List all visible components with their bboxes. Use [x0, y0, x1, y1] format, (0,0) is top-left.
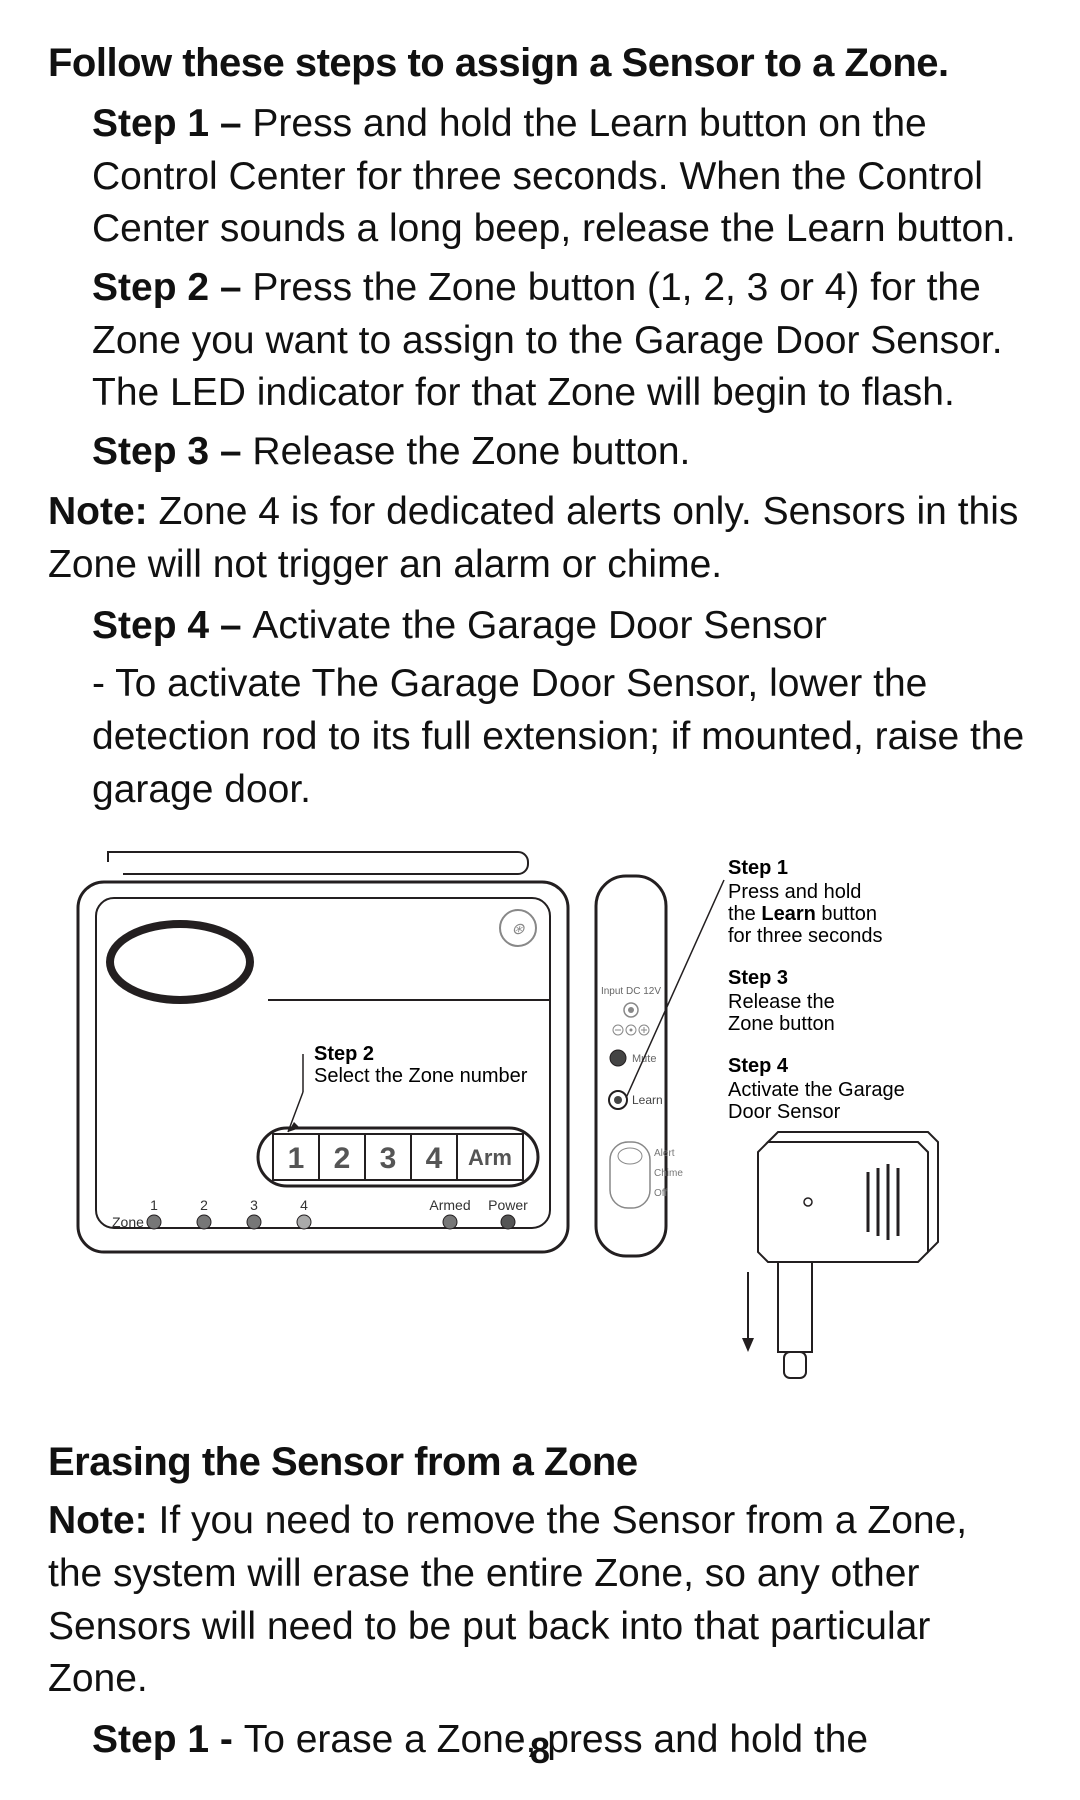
svg-text:the Learn button: the Learn button — [728, 903, 877, 925]
step2-callout-text: Select the Zone number — [314, 1065, 528, 1087]
svg-text:for three seconds: for three seconds — [728, 925, 883, 947]
zone-btn-2: 2 — [334, 1142, 351, 1175]
led-icon — [443, 1215, 457, 1229]
led-num-2: 2 — [200, 1197, 208, 1213]
note-label: Note: — [48, 490, 159, 533]
erase-heading: Erasing the Sensor from a Zone — [48, 1440, 1032, 1485]
svg-text:Release the: Release the — [728, 991, 835, 1013]
diagram: ⊛ Step 2 Select the Zone number 1 2 — [48, 832, 1032, 1412]
control-center-icon: ⊛ Step 2 Select the Zone number 1 2 — [78, 852, 568, 1252]
zone-btn-4: 4 — [426, 1142, 443, 1175]
step-4-text: Activate the Garage Door Sensor — [252, 604, 826, 647]
step-1-label: Step 1 – — [92, 102, 252, 145]
callout-step4: Step 4 Activate the Garage Door Sensor — [728, 1055, 905, 1123]
step-3-label: Step 3 – — [92, 430, 252, 473]
led-num-4: 4 — [300, 1197, 308, 1213]
svg-text:Step 1: Step 1 — [728, 857, 788, 879]
led-icon — [147, 1215, 161, 1229]
chime-label: Chime — [654, 1168, 683, 1179]
led-num-3: 3 — [250, 1197, 258, 1213]
learn-label: Learn — [632, 1093, 663, 1107]
erase-note-text: If you need to remove the Sensor from a … — [48, 1499, 967, 1700]
off-label: Off — [654, 1188, 667, 1199]
note-text: Zone 4 is for dedicated alerts only. Sen… — [48, 490, 1018, 586]
zone-label: Zone — [112, 1214, 144, 1230]
callout-step3: Step 3 Release the Zone button — [728, 967, 835, 1035]
svg-text:Step 3: Step 3 — [728, 967, 788, 989]
armed-label: Armed — [429, 1197, 470, 1213]
led-icon — [247, 1215, 261, 1229]
svg-text:Step 4: Step 4 — [728, 1055, 789, 1077]
svg-text:Activate the Garage: Activate the Garage — [728, 1079, 905, 1101]
step-3-text: Release the Zone button. — [252, 430, 690, 473]
zone-btn-1: 1 — [288, 1142, 305, 1175]
step-2-label: Step 2 – — [92, 266, 252, 309]
step2-callout-title: Step 2 — [314, 1043, 374, 1065]
step-3: Step 3 – Release the Zone button. — [92, 426, 1032, 479]
erase-note-label: Note: — [48, 1499, 159, 1542]
step-2: Step 2 – Press the Zone button (1, 2, 3 … — [92, 262, 1032, 420]
zone-btn-3: 3 — [380, 1142, 397, 1175]
svg-text:Door Sensor: Door Sensor — [728, 1101, 841, 1123]
alert-label: Alert — [654, 1148, 675, 1159]
erase-note: Note: If you need to remove the Sensor f… — [48, 1495, 1032, 1706]
step-4-bullet-text: - To activate The Garage Door Sensor, lo… — [92, 662, 1024, 810]
arm-btn: Arm — [468, 1145, 512, 1170]
section-heading: Follow these steps to assign a Sensor to… — [48, 38, 1032, 88]
step-4-label: Step 4 – — [92, 604, 252, 647]
step-4-bullet: - To activate The Garage Door Sensor, lo… — [92, 658, 1032, 816]
led-icon — [297, 1215, 311, 1229]
svg-text:Zone button: Zone button — [728, 1013, 835, 1035]
page-number: 8 — [0, 1730, 1080, 1772]
ge-logo-icon: ⊛ — [511, 921, 525, 938]
step-1: Step 1 – Press and hold the Learn button… — [92, 98, 1032, 256]
led-icon — [197, 1215, 211, 1229]
note-zone4: Note: Zone 4 is for dedicated alerts onl… — [48, 486, 1032, 591]
led-num-1: 1 — [150, 1197, 158, 1213]
garage-sensor-icon — [742, 1132, 938, 1378]
svg-text:Press and hold: Press and hold — [728, 881, 861, 903]
input-dc-label: Input DC 12V — [601, 986, 661, 997]
led-icon — [501, 1215, 515, 1229]
step-4: Step 4 – Activate the Garage Door Sensor — [92, 600, 1032, 653]
power-label: Power — [488, 1197, 528, 1213]
